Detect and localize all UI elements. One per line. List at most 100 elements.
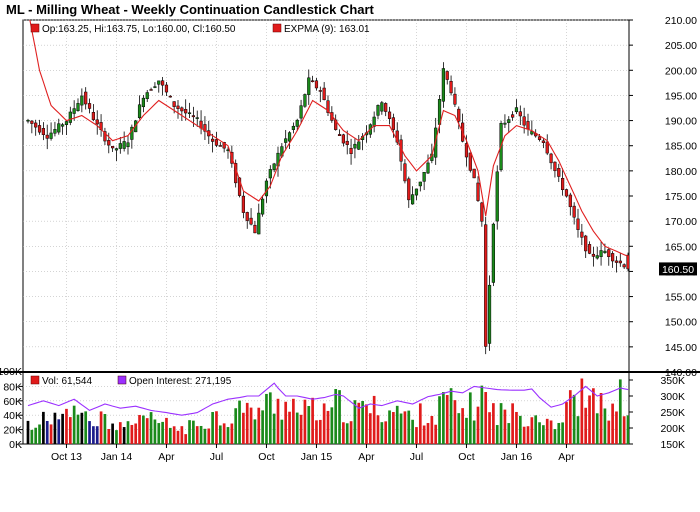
candle-body [568,194,572,208]
oi-tick-label: 200K [660,423,685,435]
volume-bar [280,419,284,444]
volume-bar [492,403,495,444]
volume-bar [307,406,311,444]
volume-tick-label: 100K [0,366,22,378]
price-legend: Op:163.25, Hi:163.75, Lo:160.00, Cl:160.… [30,23,370,35]
volume-bars [26,378,629,444]
candle-body [222,141,226,149]
candle-body [468,152,472,171]
volume-bar [61,413,64,444]
candle-body [495,171,499,222]
candle-body [457,108,461,122]
volume-bar [103,414,107,444]
volume-bar [407,410,411,444]
price-tick-label: 210.00 [665,15,697,27]
volume-bar [84,411,88,444]
candle-body [49,132,53,139]
candle-body [45,134,49,139]
volume-bar [622,416,626,444]
volume-tick-label: 60K [3,396,22,408]
candle-body [549,153,553,164]
candle-body [295,119,299,127]
volume-legend-swatch [30,375,40,385]
volume-bar [149,412,153,444]
candle-body [545,141,549,154]
oi-tick-label: 250K [660,407,685,419]
volume-bar [495,425,499,444]
ema-legend: EXPMA (9): 163.01 [284,24,370,35]
volume-bar [257,407,261,444]
volume-bar [207,428,211,444]
volume-bar [42,411,45,444]
volume-bar [26,420,30,444]
volume-bar [392,412,395,444]
volume-bar [399,413,403,444]
volume-bar [176,430,180,444]
volume-bar [565,402,568,444]
volume-bar [488,412,491,444]
volume-bar [72,405,76,444]
volume-bar [68,417,72,444]
volume-bar [618,379,622,444]
candle-body [107,140,111,146]
candle-body [526,121,530,130]
volume-bar [76,414,80,444]
candle-body [91,112,95,120]
volume-bar [303,399,307,444]
volume-bar [284,401,288,444]
volume-bar [384,421,388,444]
x-tick-label: Oct [258,451,274,463]
price-tick-label: 165.00 [665,241,697,253]
volume-bar [168,427,172,444]
volume-bar [299,414,303,444]
candle-body [403,163,407,182]
candle-body [272,163,276,171]
candle-body [284,138,288,143]
price-tick-label: 175.00 [665,191,697,203]
volume-bar [161,421,164,444]
volume-bar [545,418,549,444]
candle-body [453,93,457,105]
candle-body [341,134,345,144]
candle-body [480,202,484,222]
candle-body [26,119,30,122]
volume-bar [395,405,399,444]
volume-bar [472,420,476,444]
volume-tick-label: 80K [3,381,22,393]
last-price-label: 160.50 [662,264,694,276]
candle-body [426,162,430,174]
volume-bar [180,426,184,444]
candle-body [384,103,388,112]
candle-body [145,92,149,99]
candle-body [441,68,445,102]
volume-bar [238,400,241,444]
candle-body [491,223,495,283]
volume-bar [249,407,253,444]
candle-body [353,143,357,149]
volume-bar [426,423,430,444]
x-tick-label: Apr [358,451,375,463]
volume-bar [92,426,95,444]
candle-body [607,249,611,257]
price-tick-label: 195.00 [665,90,697,102]
volume-bar [295,412,299,444]
last-price-box [659,262,697,276]
candle-body [376,105,380,116]
volume-bar [215,411,218,444]
volume-bar [576,416,580,444]
volume-bar [353,400,357,444]
volume-bar [372,395,376,444]
volume-tick-label: 20K [3,425,22,437]
candle-body [557,168,561,177]
candle-body [214,139,219,146]
candle-body [249,217,253,225]
volume-bar [234,408,238,444]
candle-body [245,212,249,221]
volume-bar [465,417,468,444]
candle-body [303,94,307,107]
volume-bar [438,396,441,444]
volume-bar [626,415,629,444]
volume-bar [292,398,295,444]
open-interest-line [27,382,629,416]
volume-legend: Vol: 61,544 Open Interest: 271,195 [30,375,232,387]
